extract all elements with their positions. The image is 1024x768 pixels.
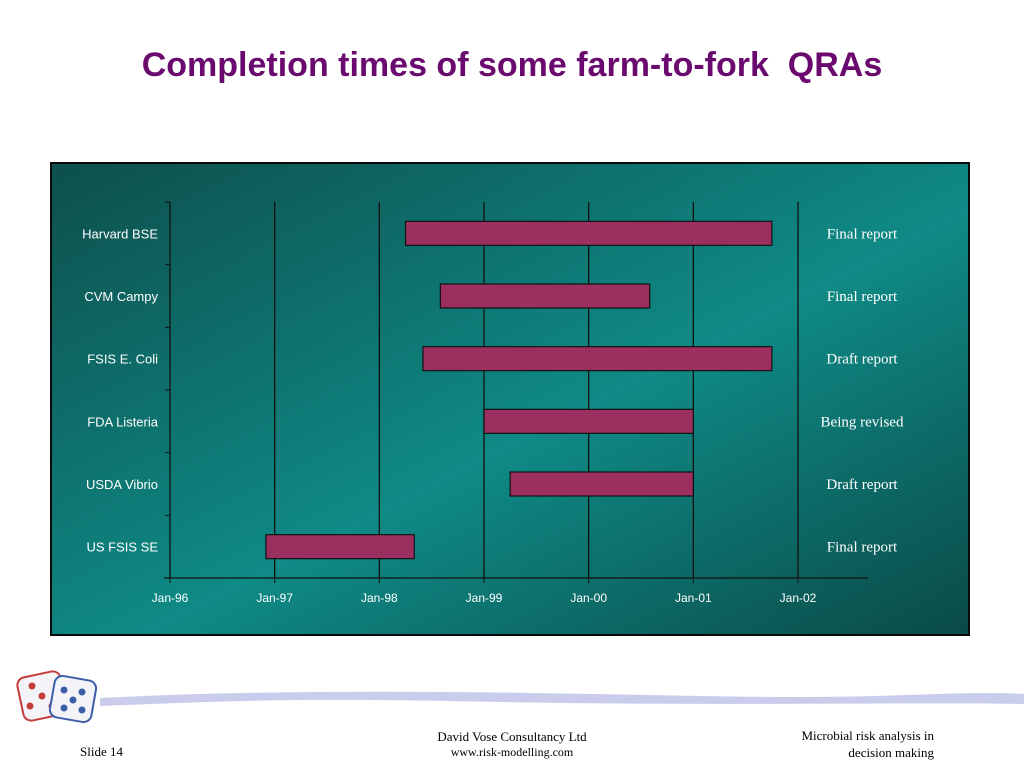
x-tick-labels: Jan-96 Jan-97 Jan-98 Jan-99 Jan-00 Jan-01 Jan-…: [152, 591, 817, 605]
status-labels: Final report Final report Draft report Bein…: [821, 226, 904, 555]
gantt-chart-svg: Harvard BSE CVM Campy FSIS E. Coli FDA List…: [52, 164, 968, 634]
status-label: Final report: [827, 289, 898, 305]
category-label: Harvard BSE: [82, 226, 158, 241]
gantt-bar: [509, 471, 694, 497]
status-label: Draft report: [826, 352, 898, 368]
gridlines: [274, 202, 799, 578]
status-label: Final report: [827, 226, 898, 242]
gantt-bar: [404, 220, 773, 246]
x-tick-label: Jan-97: [256, 591, 293, 605]
gantt-bar: [265, 534, 415, 560]
footer-wave-band: [100, 691, 1024, 706]
footer-url: www.risk-modelling.com: [450, 745, 574, 759]
slide-number: Slide 14: [80, 744, 123, 759]
gantt-bar: [422, 346, 773, 372]
x-tick-label: Jan-96: [152, 591, 189, 605]
gantt-bar: [439, 283, 651, 309]
category-label: CVM Campy: [84, 289, 158, 304]
dice-icon: [16, 670, 98, 724]
status-label: Draft report: [826, 477, 898, 493]
footer-topic-line2: decision making: [848, 745, 934, 760]
slide-title: Completion times of some farm-to-fork QR…: [141, 46, 883, 84]
gantt-chart: Harvard BSE CVM Campy FSIS E. Coli FDA List…: [50, 162, 970, 636]
x-tick-label: Jan-00: [570, 591, 607, 605]
status-label: Final report: [827, 540, 898, 556]
category-label: USDA Vibrio: [86, 477, 158, 492]
category-label: FSIS E. Coli: [87, 352, 158, 367]
x-tick-label: Jan-01: [675, 591, 712, 605]
category-label: US FSIS SE: [86, 540, 158, 555]
x-tick-label: Jan-99: [466, 591, 503, 605]
category-labels: Harvard BSE CVM Campy FSIS E. Coli FDA List…: [82, 226, 159, 554]
footer-topic-line1: Microbial risk analysis in: [801, 728, 934, 743]
footer-decoration: [16, 670, 1024, 724]
x-tick-label: Jan-98: [361, 591, 398, 605]
category-label: FDA Listeria: [87, 414, 159, 429]
footer-topic: Microbial risk analysis in decision maki…: [734, 727, 934, 761]
status-label: Being revised: [821, 414, 904, 430]
footer-company: David Vose Consultancy Ltd: [437, 729, 587, 744]
bars: [265, 220, 773, 560]
axes: [164, 201, 868, 583]
x-tick-label: Jan-02: [780, 591, 817, 605]
gantt-bar: [483, 408, 694, 434]
